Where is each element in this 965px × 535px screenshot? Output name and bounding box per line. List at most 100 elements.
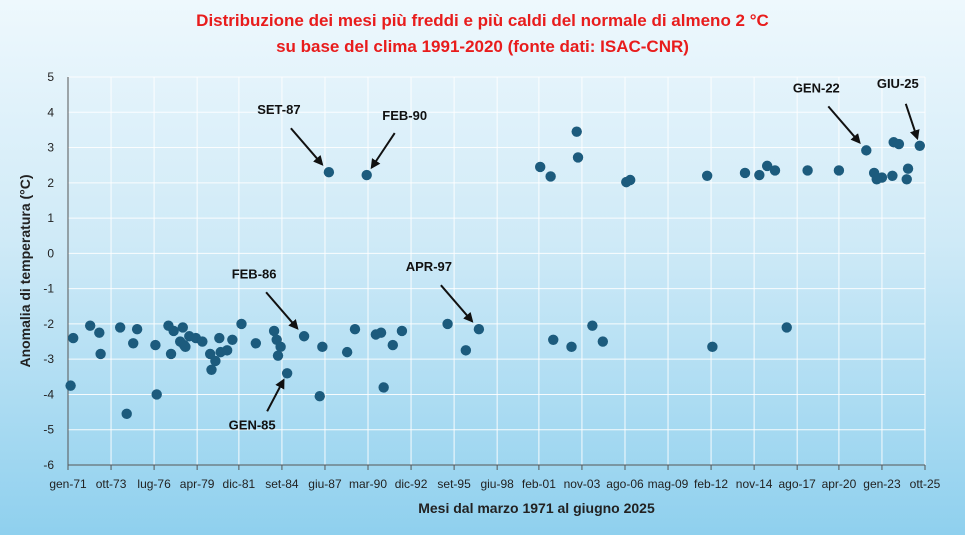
data-point <box>361 169 372 181</box>
x-axis-title: Mesi dal marzo 1971 al giugno 2025 <box>418 500 655 516</box>
x-tick-label: gen-23 <box>863 477 901 491</box>
annotation-arrow <box>265 291 299 330</box>
y-tick-label: 2 <box>47 176 54 190</box>
annotation-arrow <box>440 284 474 323</box>
data-points <box>65 126 925 420</box>
tick-labels: 5 4 3 2 1 0 -1 -2 -3 -4 -5 -6 gen-71 ott-73 lug-76 apr-… <box>43 70 940 491</box>
x-tick-label: giu-98 <box>480 477 514 491</box>
x-tick-label: giu-87 <box>308 477 342 491</box>
axes <box>67 77 926 470</box>
annotation-arrow <box>827 105 861 144</box>
x-tick-label: dic-92 <box>395 477 428 491</box>
data-point <box>214 332 225 344</box>
annotation-label: FEB-86 <box>232 266 277 281</box>
data-point <box>571 126 582 137</box>
data-point <box>769 165 781 176</box>
data-point <box>197 336 208 347</box>
annotation-arrow <box>290 127 324 166</box>
y-tick-label: -5 <box>43 423 54 437</box>
data-point <box>275 341 286 353</box>
data-point <box>396 325 408 337</box>
data-point <box>121 408 132 420</box>
data-point <box>597 336 609 347</box>
data-point <box>534 161 546 173</box>
data-point <box>314 391 325 402</box>
data-point <box>298 331 310 342</box>
x-tick-label: apr-79 <box>180 477 215 491</box>
data-point <box>566 341 577 353</box>
data-point <box>902 163 914 174</box>
annotation-arrow <box>370 132 396 170</box>
y-tick-label: -1 <box>43 282 54 296</box>
data-point <box>323 167 335 178</box>
data-point <box>901 174 912 185</box>
x-tick-label: ago-17 <box>778 477 816 491</box>
x-tick-label: dic-81 <box>223 477 256 491</box>
y-tick-label: 4 <box>47 105 54 119</box>
data-point <box>876 172 888 183</box>
x-tick-label: feb-01 <box>522 477 556 491</box>
data-point <box>587 320 598 331</box>
x-tick-label: gen-71 <box>49 477 87 491</box>
y-tick-label: -6 <box>43 458 54 472</box>
y-tick-label: 5 <box>47 70 54 84</box>
data-point <box>177 322 188 333</box>
x-tick-label: nov-03 <box>564 477 601 491</box>
x-tick-label: lug-76 <box>137 477 171 491</box>
data-point <box>236 318 247 330</box>
grid-lines <box>67 76 926 466</box>
data-point <box>442 318 453 330</box>
data-point <box>887 170 898 181</box>
annotation-label: SET-87 <box>257 102 300 117</box>
data-point <box>754 169 765 181</box>
data-point <box>210 355 221 367</box>
data-point <box>473 324 485 335</box>
data-point <box>548 334 559 345</box>
x-tick-label: apr-20 <box>822 477 857 491</box>
data-point <box>914 140 925 151</box>
data-point <box>349 324 361 335</box>
data-point <box>227 334 238 345</box>
data-point <box>65 380 76 391</box>
data-point <box>833 165 845 176</box>
y-tick-label: -2 <box>43 317 54 331</box>
x-tick-label: mar-90 <box>349 477 387 491</box>
annotations: SET-87 FEB-90 FEB-86 APR-97 GEN-85 GEN-22 GIU-… <box>229 76 920 432</box>
data-point <box>114 322 126 333</box>
annotation-label: APR-97 <box>406 259 452 274</box>
data-point <box>131 324 143 335</box>
data-point <box>268 325 280 337</box>
x-tick-label: ott-25 <box>910 477 941 491</box>
data-point <box>221 345 233 356</box>
x-tick-label: ott-73 <box>96 477 127 491</box>
data-point <box>739 167 751 179</box>
annotation-label: FEB-90 <box>382 108 427 123</box>
data-point <box>861 145 872 156</box>
data-point <box>572 152 584 163</box>
data-point <box>165 348 177 360</box>
x-tick-label: mag-09 <box>648 477 689 491</box>
data-point <box>317 341 328 353</box>
data-point <box>250 338 262 349</box>
data-point <box>128 338 139 349</box>
data-point <box>94 327 105 338</box>
x-tick-label: feb-12 <box>694 477 728 491</box>
x-tick-label: set-95 <box>437 477 471 491</box>
x-tick-label: nov-14 <box>736 477 773 491</box>
data-point <box>68 332 79 344</box>
data-point <box>707 341 718 353</box>
y-tick-label: 0 <box>47 246 54 260</box>
data-point <box>460 345 472 356</box>
annotation-label: GIU-25 <box>877 76 919 91</box>
data-point <box>168 325 179 337</box>
annotation-label: GEN-85 <box>229 417 276 432</box>
data-point <box>545 171 556 182</box>
annotation-arrow <box>266 378 285 412</box>
data-point <box>206 364 217 375</box>
annotation-arrow <box>904 103 920 141</box>
annotation-label: GEN-22 <box>793 80 840 95</box>
data-point <box>180 341 191 353</box>
data-point <box>625 174 636 186</box>
data-point <box>375 327 387 338</box>
